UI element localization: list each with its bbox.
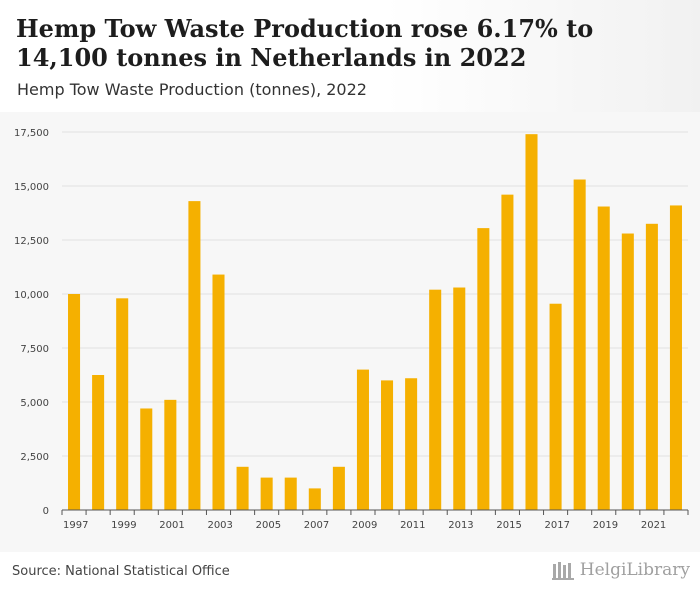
x-tick-label: 2009: [352, 520, 377, 531]
bar-2013: [453, 287, 466, 510]
bar-2018: [573, 179, 586, 510]
logo-text: HelgiLibrary: [579, 560, 690, 580]
x-tick-label: 1999: [111, 520, 136, 531]
bar-1997: [68, 294, 81, 510]
y-tick-label: 2,500: [20, 452, 49, 463]
bar-2000: [140, 408, 153, 510]
bar-2009: [356, 369, 369, 510]
bar-2015: [501, 194, 514, 510]
bar-2016: [525, 134, 538, 510]
x-tick-label: 2015: [496, 520, 521, 531]
y-tick-label: 17,500: [14, 128, 49, 139]
bar-chart: 0 2,500 5,000 7,500 10,000 12,500 15,000 17,500…: [14, 128, 689, 531]
x-tick-label: 2021: [641, 520, 666, 531]
bar-2001: [164, 399, 177, 510]
y-tick-label: 0: [43, 506, 49, 517]
bar-2022: [669, 205, 682, 510]
bar-2012: [429, 289, 442, 510]
y-axis-tick-labels: 0 2,500 5,000 7,500 10,000 12,500 15,000 17,500: [14, 128, 49, 517]
chart-subtitle: Hemp Tow Waste Production (tonnes), 2022: [17, 80, 367, 99]
bar-2006: [284, 477, 297, 510]
bar-2011: [405, 378, 418, 510]
x-tick-label: 2011: [400, 520, 425, 531]
bar-2005: [260, 477, 273, 510]
bar-2004: [236, 466, 249, 510]
chart-area: 0 2,500 5,000 7,500 10,000 12,500 15,000 17,500…: [0, 112, 700, 552]
bar-2021: [645, 223, 658, 511]
x-axis: 1997 1999 2001 2003 2005 2007 2009 2011 2013 2015…: [61, 509, 689, 531]
bar-2008: [332, 466, 345, 510]
x-tick-label: 2003: [207, 520, 232, 531]
bar-2002: [188, 201, 201, 510]
bar-2010: [381, 380, 394, 510]
x-tick-label: 1997: [63, 520, 88, 531]
grid-lines: [62, 131, 688, 457]
chart-footer: Source: National Statistical Office Helg…: [0, 552, 700, 596]
x-tick-label: 2013: [448, 520, 473, 531]
x-tick-label: 2001: [159, 520, 184, 531]
bar-2003: [212, 274, 225, 510]
y-tick-label: 12,500: [14, 236, 49, 247]
y-tick-label: 5,000: [20, 398, 49, 409]
x-tick-label: 2005: [256, 520, 281, 531]
x-tick-label: 2017: [545, 520, 570, 531]
bar-2019: [597, 206, 610, 510]
y-tick-label: 10,000: [14, 290, 49, 301]
y-tick-label: 15,000: [14, 182, 49, 193]
bar-2014: [477, 228, 490, 510]
source-note: Source: National Statistical Office: [12, 564, 230, 579]
library-logo-icon: [551, 562, 574, 580]
chart-header: Hemp Tow Waste Production rose 6.17% to …: [0, 0, 700, 112]
y-tick-label: 7,500: [20, 344, 49, 355]
bar-1998: [92, 375, 105, 510]
bars: [68, 134, 682, 511]
chart-title: Hemp Tow Waste Production rose 6.17% to …: [16, 14, 594, 72]
bar-2017: [549, 303, 562, 510]
bar-1999: [116, 298, 129, 510]
helgi-library-logo: HelgiLibrary: [551, 560, 690, 580]
x-tick-label: 2019: [593, 520, 618, 531]
bar-2020: [621, 233, 634, 510]
bar-2007: [308, 488, 321, 510]
x-tick-label: 2007: [304, 520, 329, 531]
